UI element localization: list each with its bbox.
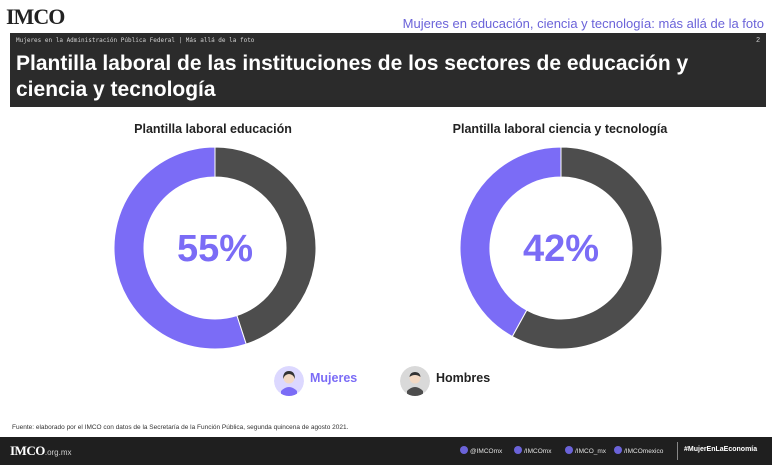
legend-item-mujeres: Mujeres	[274, 366, 394, 400]
facebook-icon	[514, 446, 522, 454]
slide-header: Mujeres en la Administración Pública Fed…	[10, 33, 766, 107]
social-youtube[interactable]: /IMCOmexico	[614, 446, 663, 455]
donut-0-center-label: 55%	[177, 228, 253, 270]
breadcrumb: Mujeres en la Administración Pública Fed…	[16, 37, 255, 44]
donut-1-slice-mujeres	[459, 146, 562, 338]
instagram-icon	[565, 446, 573, 454]
report-title: Mujeres en educación, ciencia y tecnolog…	[402, 16, 764, 31]
top-bar: IMCO Mujeres en educación, ciencia y tec…	[0, 0, 772, 32]
twitter-icon	[460, 446, 468, 454]
page-title: Plantilla laboral de las instituciones d…	[16, 52, 689, 101]
social-facebook[interactable]: /IMCOmx	[514, 446, 551, 455]
donut-0-slice-hombres	[214, 146, 317, 345]
woman-avatar-icon	[274, 366, 304, 396]
footer-bar: IMCO.org.mx @IMCOmx /IMCOmx /IMCO_mx /IM…	[0, 437, 772, 465]
footer-divider	[677, 442, 678, 460]
footer-logo: IMCO.org.mx	[10, 443, 72, 458]
source-note: Fuente: elaborado por el IMCO con datos …	[12, 424, 349, 431]
social-twitter[interactable]: @IMCOmx	[460, 446, 502, 455]
legend-item-hombres: Hombres	[400, 366, 520, 400]
donut-1-slice-hombres	[511, 146, 663, 350]
chart-title-educacion: Plantilla laboral educación	[134, 122, 292, 136]
hashtag: #MujerEnLaEconomía	[684, 446, 758, 453]
imco-logo: IMCO	[6, 4, 65, 29]
legend-label-mujeres: Mujeres	[310, 371, 358, 385]
page-number: 2	[756, 37, 760, 44]
donut-1-center-label: 42%	[523, 228, 599, 270]
legend-label-hombres: Hombres	[436, 371, 491, 385]
man-avatar-icon	[400, 366, 430, 396]
chart-title-ciencia: Plantilla laboral ciencia y tecnología	[452, 122, 668, 136]
social-instagram[interactable]: /IMCO_mx	[565, 446, 606, 455]
donut-0-slice-mujeres	[113, 146, 247, 350]
youtube-icon	[614, 446, 622, 454]
